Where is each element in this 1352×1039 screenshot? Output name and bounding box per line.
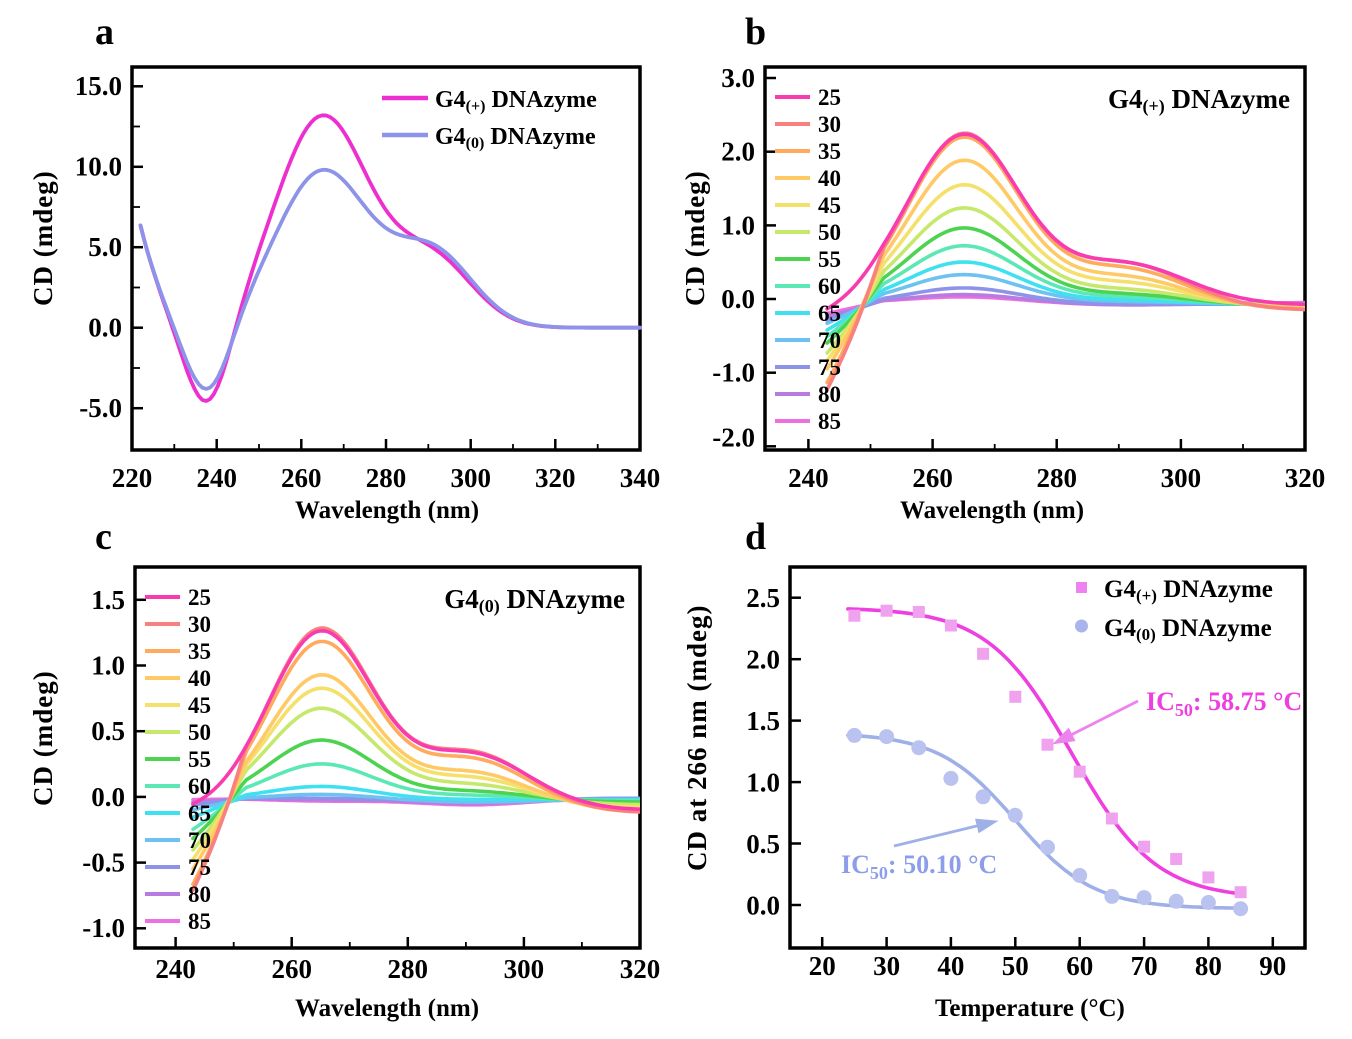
svg-text:20: 20: [809, 951, 836, 981]
svg-text:1.0: 1.0: [746, 768, 780, 798]
svg-text:G4(+) DNAzyme: G4(+) DNAzyme: [1104, 576, 1273, 605]
svg-text:2.0: 2.0: [746, 645, 780, 675]
svg-text:2.5: 2.5: [746, 583, 780, 613]
svg-text:IC50: 50.10 °C: IC50: 50.10 °C: [841, 850, 997, 883]
svg-text:60: 60: [1066, 951, 1093, 981]
svg-text:0.5: 0.5: [746, 829, 780, 859]
svg-text:70: 70: [1131, 951, 1158, 981]
svg-text:G4(0) DNAzyme: G4(0) DNAzyme: [1104, 615, 1272, 644]
svg-text:80: 80: [1195, 951, 1222, 981]
svg-text:IC50: 58.75 °C: IC50: 58.75 °C: [1146, 687, 1302, 720]
svg-text:40: 40: [937, 951, 964, 981]
svg-text:50: 50: [1002, 951, 1029, 981]
svg-text:1.5: 1.5: [746, 706, 780, 736]
svg-text:0.0: 0.0: [746, 891, 780, 921]
svg-text:30: 30: [873, 951, 900, 981]
svg-text:90: 90: [1259, 951, 1286, 981]
